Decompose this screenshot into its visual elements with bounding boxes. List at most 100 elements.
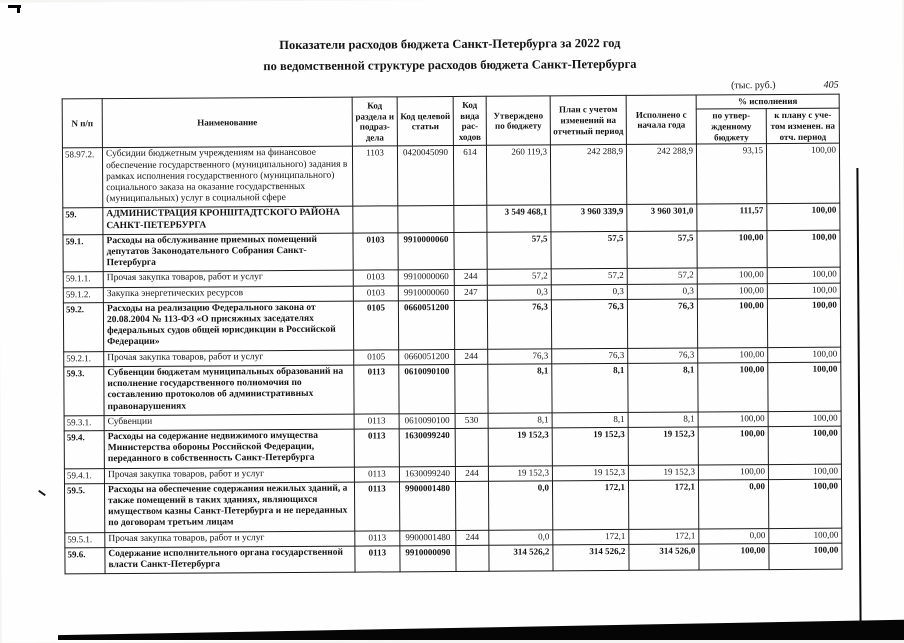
cell-name: Содержание исполнительного органа госуда… [104,545,356,574]
cell-code-section: 0105 [353,349,399,365]
cell-code-section: 0113 [354,530,400,546]
cell-executed: 8,1 [627,362,699,413]
cell-code-kind [454,364,489,414]
cell-plan: 242 288,9 [550,144,627,206]
cell-pct-plan: 100,00 [768,542,843,570]
cell-code-target: 9910000060 [397,232,455,271]
cell-approved: 8,1 [488,412,553,429]
cell-plan: 19 152,3 [552,427,629,466]
cell-name: АДМИНИСТРАЦИЯ КРОНШТАДТСКОГО РАЙОНА САНК… [102,206,353,235]
cell-plan: 0,3 [551,284,628,300]
table-row: 59.1. Расходы на обслуживание приемных по… [62,229,841,273]
cell-pct-plan: 100,00 [768,410,842,427]
cell-code-target: 9900001480 [399,481,456,531]
table-body: 58.97.2. Субсидии бюджетным учреждениям н… [62,143,843,575]
cell-plan: 57,5 [550,231,628,270]
cell-executed: 19 152,3 [628,426,699,465]
cell-pct-budget: 100,00 [697,268,768,284]
cell-approved: 260 119,3 [486,145,551,206]
cell-executed: 8,1 [628,411,699,428]
cell-code-section: 0113 [354,545,401,573]
cell-num: 59.1.2. [63,287,104,303]
cell-code-section: 1103 [352,146,398,207]
cell-approved: 19 152,3 [488,427,553,466]
header-approved: Утверждено по бюджету [486,96,551,146]
cell-code-kind: 530 [455,412,489,429]
page-number: 405 [823,79,839,91]
cell-pct-plan: 100,00 [767,267,841,284]
cell-pct-plan: 100,00 [767,282,841,299]
cell-pct-plan: 100,00 [766,203,840,231]
cell-pct-budget: 100,00 [698,426,769,465]
cell-code-section: 0113 [354,481,400,531]
budget-table: N п/п Наименование Код раздела и подраз-… [61,93,843,575]
document-title-line2: по ведомственной структуре расходов бюдж… [263,56,637,73]
cell-pct-budget: 100,00 [697,347,768,363]
cell-code-target: 1630099240 [399,428,456,467]
cell-executed: 76,3 [627,298,698,349]
cell-pct-plan: 100,00 [767,346,841,363]
cell-executed: 314 526,0 [628,543,700,571]
cell-plan: 314 526,2 [552,544,630,572]
cell-code-target [397,205,454,233]
cell-num: 59.3.1. [64,415,105,431]
cell-num: 59.2. [63,302,104,352]
cell-code-section: 0103 [352,232,399,271]
cell-name: Прочая закупка товаров, работ и услуг [103,349,354,367]
cell-code-kind: 244 [454,269,488,286]
cell-name: Закупка энергетических ресурсов [103,285,354,303]
cell-code-kind [455,480,489,531]
cell-code-section [352,206,398,233]
cell-plan: 8,1 [551,363,629,413]
cell-approved: 76,3 [487,348,552,365]
table-row: 59.3. Субвенции бюджетам муниципальных об… [63,362,842,416]
cell-pct-budget: 100,00 [698,543,770,571]
cell-approved: 314 526,2 [488,544,554,572]
cell-pct-budget: 100,00 [696,230,768,269]
cell-executed: 172,1 [628,479,699,529]
cell-executed: 0,3 [627,283,698,300]
meta-row: (тыс. руб.) 405 [62,80,839,96]
table-row: 59.2. Расходы на реализацию Федерального … [63,298,841,352]
cell-code-kind: 244 [454,348,488,365]
cell-pct-budget: 100,00 [697,298,768,348]
cell-plan: 3 960 339,9 [550,204,627,232]
cell-name: Субсидии бюджетным учреждениям на финанс… [102,146,353,209]
cell-pct-budget: 100,00 [697,362,769,412]
cell-name: Прочая закупка товаров, работ и услуг [103,270,354,288]
cell-code-target: 9910000060 [398,269,455,286]
cell-code-section: 0113 [353,364,400,414]
cell-pct-plan: 100,00 [767,362,842,412]
cell-code-kind [453,205,487,233]
cell-approved: 76,3 [487,299,552,349]
header-name: Наименование [102,97,353,149]
cell-num: 59.2.1. [63,351,104,367]
cell-name: Прочая закупка товаров, работ и услуг [104,466,355,484]
cell-executed: 3 960 301,0 [626,204,697,232]
cell-pct-budget: 0,00 [698,528,769,544]
cell-approved: 8,1 [487,363,553,413]
table-row: 59.6. Содержание исполнительного органа г… [64,542,843,575]
cell-code-kind: 244 [455,465,489,482]
header-executed: Исполнено с начала года [626,95,697,145]
cell-executed: 57,2 [627,268,698,285]
cell-code-target: 0420045090 [397,145,454,207]
cell-num: 59. [62,208,103,235]
cell-name: Расходы на содержание недвижимого имущес… [104,429,355,469]
cell-approved: 57,5 [486,231,552,270]
table-header: N п/п Наименование Код раздела и подраз-… [62,94,840,149]
cell-code-target: 9900001480 [399,530,456,546]
cell-approved: 19 152,3 [488,465,553,481]
units-note: (тыс. руб.) [731,80,776,92]
cell-plan: 76,3 [551,348,628,364]
cell-num: 59.5. [64,483,105,533]
cell-name: Субвенции [104,413,355,431]
cell-plan: 8,1 [552,412,629,428]
cell-pct-plan: 100,00 [766,143,840,205]
cell-code-target: 0660051200 [398,349,455,365]
cell-pct-plan: 100,00 [767,298,841,348]
cell-plan: 57,2 [551,268,628,285]
cell-name: Расходы на обеспечение содержания нежилы… [104,481,355,533]
cell-approved: 0,0 [488,529,553,546]
